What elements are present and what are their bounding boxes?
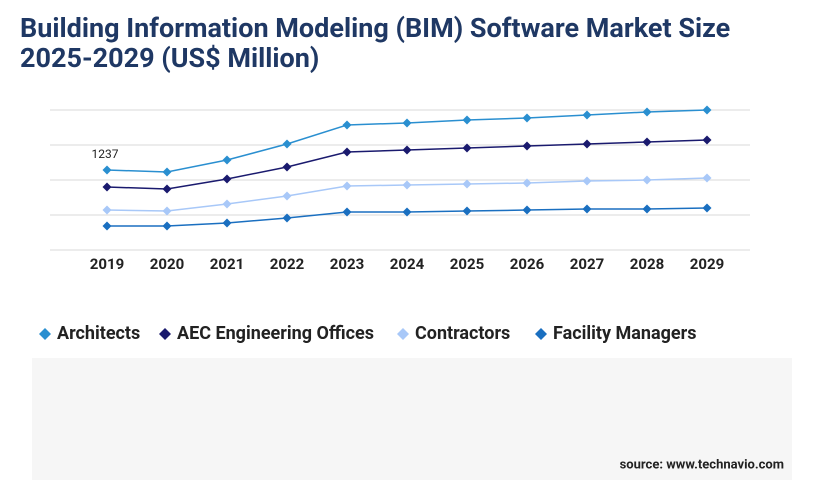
point: [522, 205, 532, 215]
x-tick-label: 2025: [450, 255, 484, 273]
point: [462, 115, 472, 125]
point: [102, 205, 112, 215]
legend-label: Facility Managers: [553, 323, 696, 344]
point: [342, 181, 352, 191]
point: [402, 145, 412, 155]
legend-marker: [159, 328, 171, 340]
point: [102, 221, 112, 231]
point: [642, 107, 652, 117]
point: [402, 118, 412, 128]
legend-marker: [39, 328, 51, 340]
point: [222, 155, 232, 165]
point: [162, 184, 172, 194]
x-tick-label: 2027: [570, 255, 604, 273]
legend-label: AEC Engineering Offices: [177, 323, 374, 344]
x-tick-label: 2020: [150, 255, 184, 273]
point: [282, 191, 292, 201]
point: [342, 120, 352, 130]
chart-title: Building Information Modeling (BIM) Soft…: [20, 12, 730, 44]
point: [102, 165, 112, 175]
point: [282, 162, 292, 172]
x-tick-label: 2028: [630, 255, 664, 273]
x-tick-label: 2024: [390, 255, 425, 273]
x-tick-label: 2022: [270, 255, 305, 273]
footer-panel: [32, 358, 792, 480]
point: [162, 206, 172, 216]
point: [342, 147, 352, 157]
point: [222, 174, 232, 184]
point: [702, 173, 712, 183]
point: [642, 204, 652, 214]
x-tick-label: 2023: [330, 255, 364, 273]
point: [222, 199, 232, 209]
point: [162, 221, 172, 231]
point: [642, 137, 652, 147]
point: [282, 213, 292, 223]
point: [342, 207, 352, 217]
point: [642, 175, 652, 185]
point: [402, 180, 412, 190]
data-label: 1237: [92, 147, 119, 161]
legend-label: Contractors: [415, 323, 510, 344]
point: [402, 207, 412, 217]
point: [462, 179, 472, 189]
point: [582, 139, 592, 149]
point: [522, 113, 532, 123]
point: [582, 176, 592, 186]
legend-marker: [535, 328, 547, 340]
source: source: www.technavio.com: [620, 457, 784, 472]
chart-subtitle: 2025-2029 (US$ Million): [20, 42, 319, 74]
x-tick-label: 2021: [210, 255, 244, 273]
legend-label: Architects: [57, 323, 140, 344]
x-tick-label: 2019: [90, 255, 124, 273]
point: [102, 182, 112, 192]
point: [702, 203, 712, 213]
point: [162, 167, 172, 177]
point: [582, 204, 592, 214]
x-tick-label: 2029: [690, 255, 724, 273]
point: [462, 206, 472, 216]
x-tick-label: 2026: [510, 255, 545, 273]
point: [582, 110, 592, 120]
point: [222, 218, 232, 228]
point: [702, 105, 712, 115]
point: [702, 135, 712, 145]
point: [522, 178, 532, 188]
point: [522, 141, 532, 151]
legend-marker: [397, 328, 409, 340]
point: [282, 139, 292, 149]
point: [462, 143, 472, 153]
